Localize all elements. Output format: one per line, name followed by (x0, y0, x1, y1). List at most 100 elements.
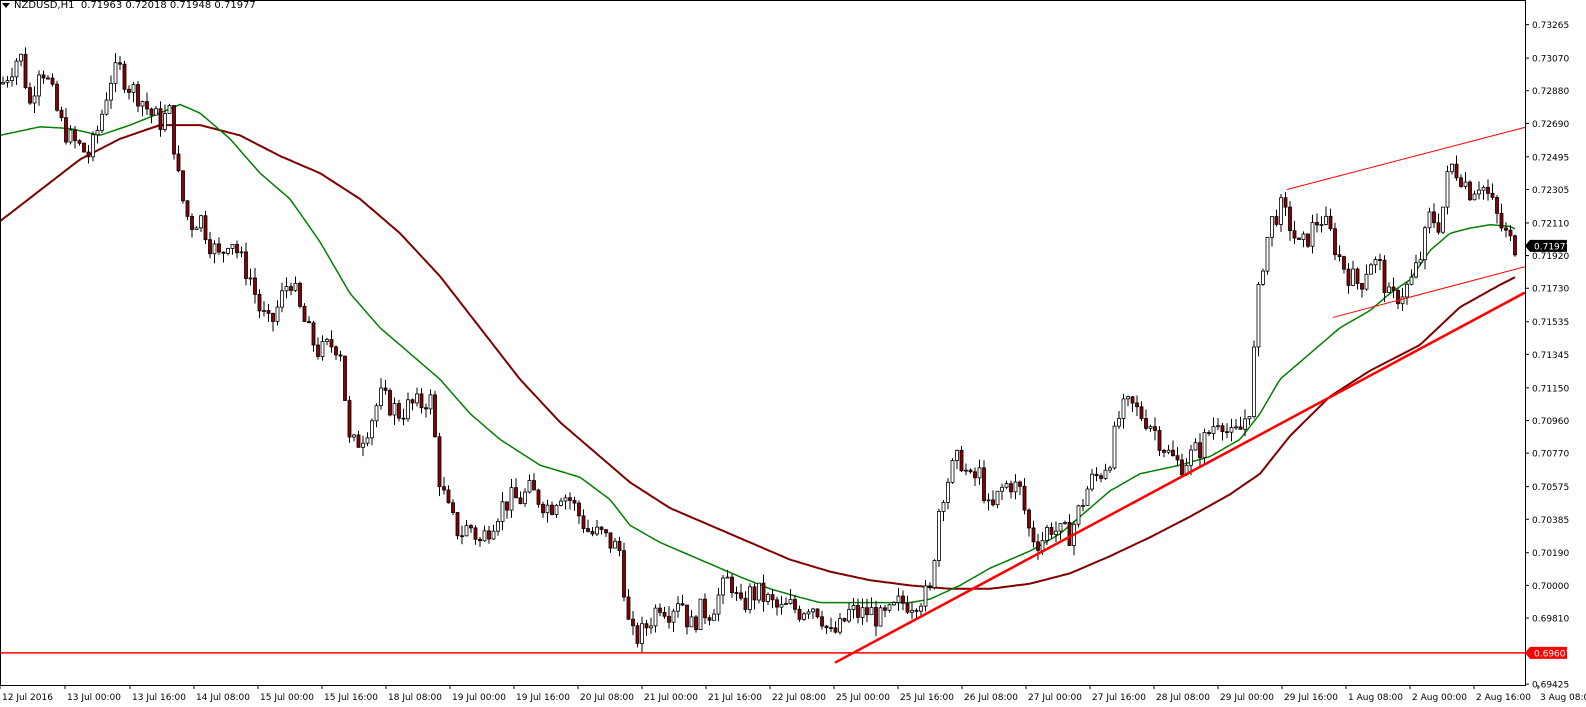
candle-body (73, 129, 77, 142)
candle-body (1351, 268, 1355, 286)
indicator-lines (0, 103, 1516, 604)
x-tick-label: 14 Jul 08:00 (196, 693, 250, 703)
candle-body (950, 460, 955, 483)
candle-body (613, 540, 617, 549)
candle-body (860, 607, 865, 618)
candle-body (572, 500, 577, 504)
candles (1, 47, 1517, 653)
candle-body (226, 248, 230, 254)
candle-body (23, 53, 28, 89)
x-tick-label: 2 Aug 00:00 (1412, 693, 1467, 703)
candle-body (973, 471, 977, 479)
x-tick-label: 27 Jul 16:00 (1092, 693, 1146, 703)
candle-body (302, 305, 307, 322)
dropdown-triangle-icon[interactable] (2, 2, 10, 8)
candle-body (590, 530, 595, 535)
candle-body (1270, 216, 1274, 238)
candle-body (370, 420, 374, 439)
candle-body (1238, 426, 1243, 430)
candle-body (968, 469, 973, 473)
candle-body (46, 77, 50, 80)
candle-body (1454, 163, 1459, 179)
candle-body (604, 529, 608, 534)
x-tick-label: 21 Jul 00:00 (644, 693, 698, 703)
candle-body (689, 616, 694, 628)
candle-body (379, 387, 383, 407)
candle-body (1099, 475, 1103, 479)
candle-body (1225, 431, 1229, 434)
candle-body (766, 594, 770, 602)
candle-body (289, 286, 293, 291)
candle-body (1468, 181, 1472, 201)
candle-body (820, 616, 824, 627)
candle-body (455, 512, 460, 537)
candle-body (167, 105, 172, 114)
candle-body (797, 608, 802, 620)
candle-body (316, 344, 320, 357)
candle-body (14, 60, 19, 78)
candle-body (1364, 273, 1369, 290)
candle-body (1265, 236, 1270, 272)
candle-body (1081, 505, 1085, 507)
candle-body (829, 627, 833, 630)
candle-body (1279, 197, 1283, 225)
candle-body (401, 417, 406, 420)
y-tick-label: 0.72495 (1532, 153, 1569, 163)
candle-body (919, 605, 923, 612)
plot-frame (0, 0, 1526, 686)
candle-body (1180, 459, 1184, 476)
candle-body (208, 239, 212, 255)
candle-body (964, 469, 968, 472)
candle-body (464, 525, 469, 537)
y-tick-label: 0.69425 (1532, 681, 1569, 691)
candle-body (131, 84, 136, 93)
y-tick-label: 0.72305 (1532, 186, 1569, 196)
candle-body (514, 487, 518, 499)
candle-body (734, 592, 739, 594)
candle-body (703, 598, 707, 619)
candle-body (1135, 402, 1139, 408)
candle-body (595, 526, 599, 535)
x-tick-label: 19 Jul 00:00 (452, 693, 506, 703)
trendline (834, 291, 1526, 664)
candle-body (527, 480, 532, 493)
candle-body (487, 530, 491, 540)
candle-body (104, 99, 109, 115)
x-tick-label: 28 Jul 08:00 (1156, 693, 1210, 703)
candle-body (1414, 262, 1418, 278)
candle-body (1252, 346, 1256, 417)
support-price-label-text: 0.69607 (1534, 649, 1571, 659)
trend-overlays (0, 126, 1526, 664)
y-tick-label: 0.72880 (1532, 87, 1569, 97)
candle-body (383, 387, 388, 391)
candle-body (1436, 222, 1441, 233)
candle-body (1499, 212, 1504, 229)
candle-body (1310, 222, 1315, 247)
candle-body (509, 487, 514, 511)
candle-body (577, 502, 581, 517)
candle-body (775, 599, 779, 608)
candle-body (1486, 187, 1490, 194)
candle-body (1513, 235, 1517, 256)
candle-body (1130, 396, 1135, 404)
candle-body (725, 576, 730, 579)
candle-body (1261, 270, 1265, 285)
candle-body (203, 215, 208, 241)
y-tick-label: 0.73070 (1532, 55, 1569, 65)
candle-body (86, 151, 91, 158)
candle-body (1063, 522, 1067, 524)
candle-body (523, 491, 527, 505)
candle-body (347, 400, 352, 438)
candle-body (1355, 268, 1360, 284)
candle-body (136, 84, 140, 107)
candle-body (1463, 181, 1468, 187)
candle-body (1243, 418, 1247, 430)
x-tick-label: 29 Jul 00:00 (1220, 693, 1274, 703)
candle-body (865, 607, 869, 616)
candle-body (617, 540, 622, 552)
candle-body (1220, 425, 1225, 433)
candle-body (626, 596, 631, 620)
candle-body (1036, 541, 1040, 551)
